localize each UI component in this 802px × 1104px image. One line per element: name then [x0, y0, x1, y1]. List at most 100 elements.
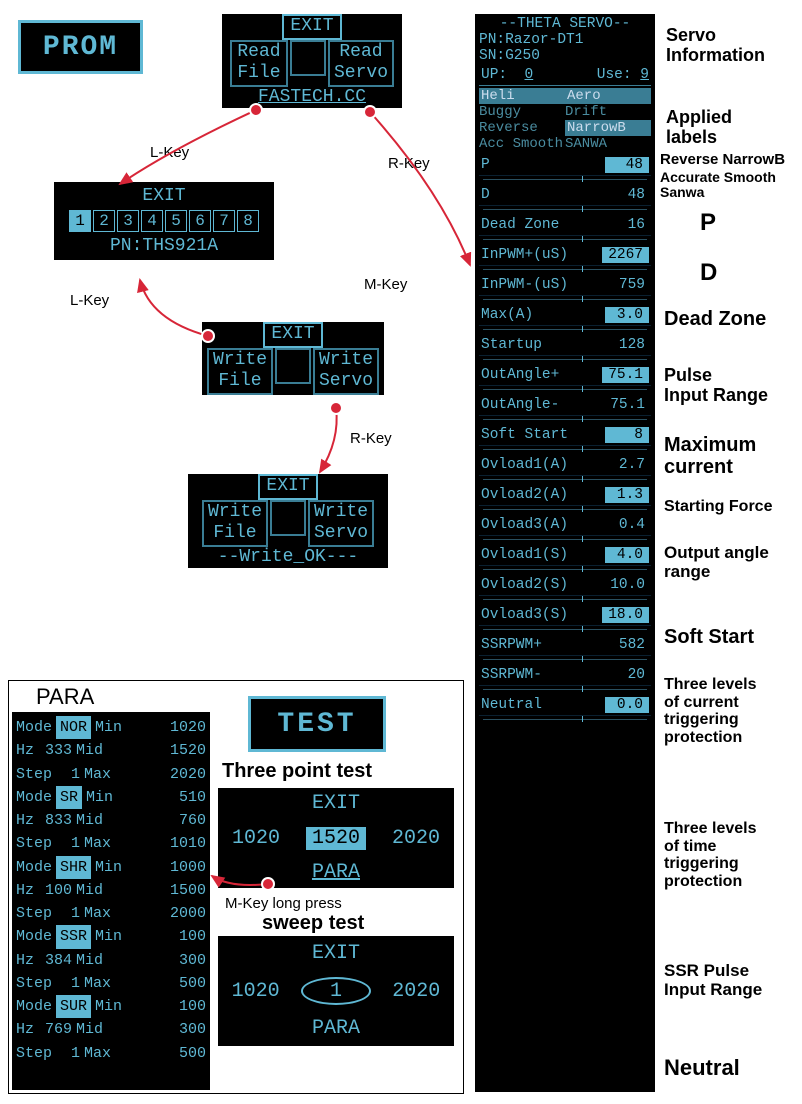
file-slot-5[interactable]: 5 — [165, 210, 187, 232]
param-soft-start[interactable]: Soft Start8 — [479, 424, 651, 446]
test-logo: TEST — [248, 696, 386, 752]
para-row-step-SUR: Step1Max500 — [16, 1042, 206, 1065]
blank-cell — [270, 500, 306, 536]
read-file-button[interactable]: ReadFile — [230, 40, 288, 87]
label-heli[interactable]: Heli — [479, 88, 565, 104]
label-reverse[interactable]: Reverse — [479, 120, 565, 136]
exit-button[interactable]: EXIT — [282, 14, 341, 40]
rkey-label: R-Key — [388, 155, 430, 172]
sn-line: SN:G250 — [479, 48, 651, 64]
para-row-step-NOR: Step1Max2020 — [16, 763, 206, 786]
file-slot-3[interactable]: 3 — [117, 210, 139, 232]
param-ovload1-s-[interactable]: Ovload1(S)4.0 — [479, 544, 651, 566]
param-max-a-[interactable]: Max(A)3.0 — [479, 304, 651, 326]
file-slot-1[interactable]: 1 — [69, 210, 91, 232]
write-servo-button[interactable]: WriteServo — [313, 348, 379, 395]
param-outangle-[interactable]: OutAngle+75.1 — [479, 364, 651, 386]
mkey-label: M-Key — [364, 276, 407, 293]
label-acc-smooth[interactable]: Acc Smooth — [479, 136, 565, 152]
para-title: PARA — [36, 684, 94, 710]
anno-maxc: Maximum current — [664, 434, 756, 478]
para-row-mode-SUR[interactable]: ModeSURMin100 — [16, 995, 206, 1018]
param-inpwm-us-[interactable]: InPWM-(uS)759 — [479, 274, 651, 296]
pn-line: PN:Razor-DT1 — [479, 32, 651, 48]
exit-label[interactable]: EXIT — [58, 186, 270, 206]
anno-acc-smooth: Accurate Smooth Sanwa — [660, 170, 802, 201]
label-sanwa[interactable]: SANWA — [565, 136, 651, 152]
param-ovload3-a-[interactable]: Ovload3(A)0.4 — [479, 514, 651, 536]
anno-startf: Starting Force — [664, 498, 772, 516]
pn-label: PN:THS921A — [58, 236, 270, 256]
param-outangle-[interactable]: OutAngle-75.1 — [479, 394, 651, 416]
para-row-step-SHR: Step1Max2000 — [16, 902, 206, 925]
para-row-mode-SR[interactable]: ModeSRMin510 — [16, 786, 206, 809]
file-select-panel: EXIT 12345678 PN:THS921A — [54, 182, 274, 260]
param-neutral[interactable]: Neutral0.0 — [479, 694, 651, 716]
write-file-button[interactable]: WriteFile — [202, 500, 268, 547]
sw-para[interactable]: PARA — [224, 1017, 448, 1040]
param-p[interactable]: P48 — [479, 154, 651, 176]
param-ssrpwm-[interactable]: SSRPWM-20 — [479, 664, 651, 686]
menu-read: EXIT ReadFile ReadServo FASTECH.CC — [222, 14, 402, 108]
applied-labels-grid: HeliAeroBuggyDriftReverseNarrowBAcc Smoo… — [479, 88, 651, 152]
file-number-row: 12345678 — [58, 210, 270, 232]
blank-cell — [290, 40, 326, 76]
param-dead-zone[interactable]: Dead Zone16 — [479, 214, 651, 236]
file-slot-6[interactable]: 6 — [189, 210, 211, 232]
anno-outang: Output angle range — [664, 544, 769, 581]
menu-write-ok: EXIT WriteFile WriteServo --Write_OK--- — [188, 474, 388, 568]
panel-title: --THETA SERVO-- — [479, 16, 651, 32]
prom-logo: PROM — [18, 20, 143, 74]
para-row-step-SSR: Step1Max500 — [16, 972, 206, 995]
sw-val-a[interactable]: 1020 — [232, 980, 280, 1003]
para-row-hz-SR: Hz833Mid760 — [16, 809, 206, 832]
blank-cell — [275, 348, 311, 384]
file-slot-4[interactable]: 4 — [141, 210, 163, 232]
servo-panel: --THETA SERVO-- PN:Razor-DT1 SN:G250 UP:… — [475, 14, 655, 1092]
label-buggy[interactable]: Buggy — [479, 104, 565, 120]
label-aero[interactable]: Aero — [565, 88, 651, 104]
anno-applied: Applied labels — [666, 108, 732, 148]
label-drift[interactable]: Drift — [565, 104, 651, 120]
read-servo-button[interactable]: ReadServo — [328, 40, 394, 87]
sw-oval[interactable]: 1 — [301, 977, 371, 1005]
tp-val-c[interactable]: 2020 — [392, 827, 440, 850]
menu-write: EXIT WriteFile WriteServo — [202, 322, 384, 395]
para-row-hz-SHR: Hz100Mid1500 — [16, 879, 206, 902]
file-slot-8[interactable]: 8 — [237, 210, 259, 232]
param-startup[interactable]: Startup128 — [479, 334, 651, 356]
file-slot-7[interactable]: 7 — [213, 210, 235, 232]
tp-para[interactable]: PARA — [222, 861, 450, 884]
para-row-mode-SSR[interactable]: ModeSSRMin100 — [16, 925, 206, 948]
file-slot-2[interactable]: 2 — [93, 210, 115, 232]
param-ovload2-a-[interactable]: Ovload2(A)1.3 — [479, 484, 651, 506]
exit-button[interactable]: EXIT — [263, 322, 322, 348]
param-ovload2-s-[interactable]: Ovload2(S)10.0 — [479, 574, 651, 596]
tp-val-b[interactable]: 1520 — [306, 827, 366, 850]
three-point-title: Three point test — [222, 760, 372, 782]
param-d[interactable]: D48 — [479, 184, 651, 206]
tp-exit[interactable]: EXIT — [222, 792, 450, 815]
param-inpwm-us-[interactable]: InPWM+(uS)2267 — [479, 244, 651, 266]
label-narrowb[interactable]: NarrowB — [565, 120, 651, 136]
write-servo-button[interactable]: WriteServo — [308, 500, 374, 547]
sweep-panel: EXIT 1020 1 2020 PARA — [218, 936, 454, 1046]
param-ssrpwm-[interactable]: SSRPWM+582 — [479, 634, 651, 656]
anno-d: D — [700, 260, 717, 286]
anno-ssr: SSR Pulse Input Range — [664, 962, 762, 999]
sw-exit[interactable]: EXIT — [224, 942, 448, 965]
anno-pulse: Pulse Input Range — [664, 366, 768, 406]
param-ovload3-s-[interactable]: Ovload3(S)18.0 — [479, 604, 651, 626]
sw-val-c[interactable]: 2020 — [392, 980, 440, 1003]
para-row-mode-NOR[interactable]: ModeNORMin1020 — [16, 716, 206, 739]
three-point-panel: EXIT 1020 1520 2020 PARA — [218, 788, 454, 888]
tp-val-a[interactable]: 1020 — [232, 827, 280, 850]
para-row-mode-SHR[interactable]: ModeSHRMin1000 — [16, 856, 206, 879]
write-file-button[interactable]: WriteFile — [207, 348, 273, 395]
anno-rev-narrow: Reverse NarrowB — [660, 152, 785, 169]
rkey-label-2: R-Key — [350, 430, 392, 447]
write-ok-status: --Write_OK--- — [188, 547, 388, 569]
param-ovload1-a-[interactable]: Ovload1(A)2.7 — [479, 454, 651, 476]
para-row-hz-SUR: Hz769Mid300 — [16, 1018, 206, 1041]
exit-button[interactable]: EXIT — [258, 474, 317, 500]
